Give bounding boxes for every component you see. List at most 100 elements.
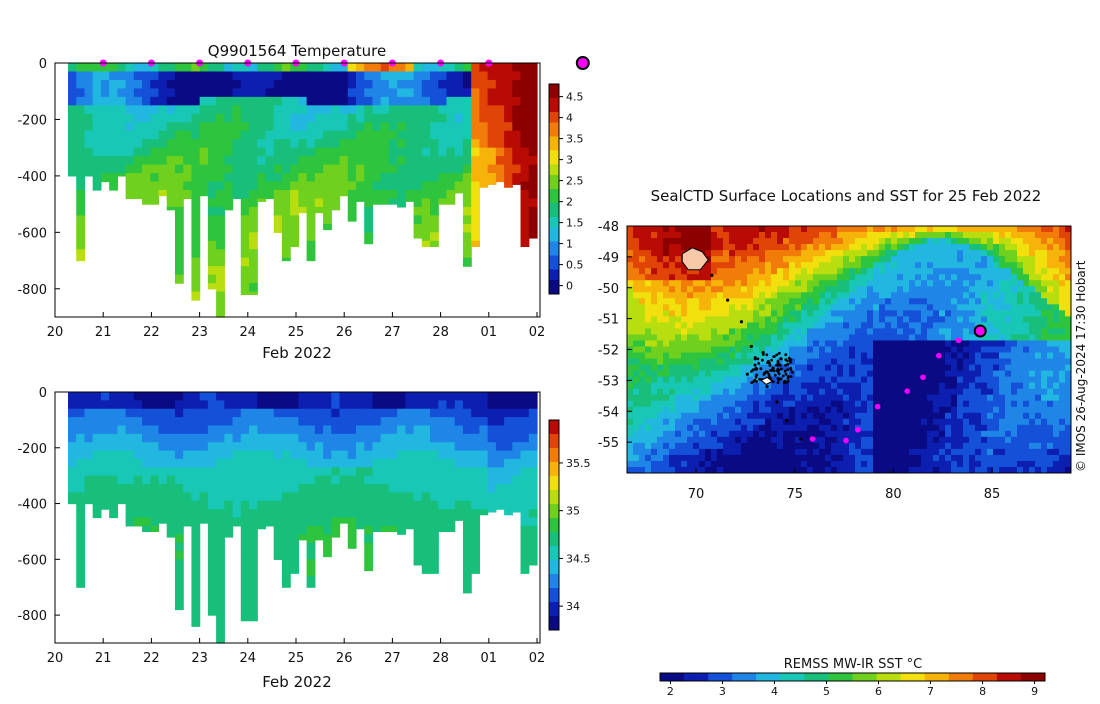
sst-cell (627, 353, 634, 360)
sst-cell (939, 268, 946, 275)
sst-cell (795, 226, 802, 233)
sst-cell (795, 256, 802, 263)
temperature-cell (175, 97, 184, 106)
temperature-cell (504, 122, 513, 131)
sst-cell (777, 268, 784, 275)
sst-cell (969, 274, 976, 281)
sst-cell (861, 328, 868, 335)
sst-cell (1017, 401, 1024, 408)
sst-cell (645, 274, 652, 281)
temperature-cell (257, 156, 266, 165)
salinity-cell (175, 392, 184, 401)
temperature-cell (150, 139, 159, 148)
temperature-cell (126, 148, 135, 157)
sst-cell (723, 268, 730, 275)
sst-cell (705, 238, 712, 245)
sst-cell (957, 262, 964, 269)
sst-cell (1053, 292, 1060, 299)
salinity-cell (364, 434, 373, 443)
temperature-cell (405, 190, 414, 199)
temperature-cell (134, 131, 143, 140)
sst-cell (759, 316, 766, 323)
salinity-cell (257, 400, 266, 409)
salinity-cell (200, 467, 209, 476)
temperature-cell (142, 139, 151, 148)
sst-cell (759, 250, 766, 257)
sst-cell (663, 328, 670, 335)
temperature-cell (356, 71, 365, 80)
sst-cell (657, 256, 664, 263)
temperature-cell (175, 190, 184, 199)
sst-cell (987, 346, 994, 353)
sst-cell (693, 407, 700, 414)
sst-cell (837, 365, 844, 372)
salinity-cell (274, 467, 283, 476)
salinity-cell (249, 417, 258, 426)
salinity-cell (76, 526, 85, 535)
sst-cell (801, 328, 808, 335)
sst-cell (1005, 371, 1012, 378)
temperature-cell (175, 232, 184, 241)
salinity-cell (512, 484, 521, 493)
salinity-cell (348, 501, 357, 510)
sst-cell (819, 292, 826, 299)
temperature-cell (109, 71, 118, 80)
temperature-cell (372, 105, 381, 114)
salinity-cell (512, 501, 521, 510)
sst-cell (837, 244, 844, 251)
sst-cell (807, 359, 814, 366)
sst-cell (999, 353, 1006, 360)
temperature-cell (422, 182, 431, 191)
salinity-cell (397, 417, 406, 426)
sst-cell (861, 292, 868, 299)
temperature-cell (216, 105, 225, 114)
sst-cell (765, 280, 772, 287)
sst-cell (891, 304, 898, 311)
colorbar-tick-label: 1 (566, 238, 573, 251)
sst-cell (759, 298, 766, 305)
sst-cell (945, 377, 952, 384)
sst-cell (657, 232, 664, 239)
sst-cell (747, 359, 754, 366)
sst-cell (921, 274, 928, 281)
salinity-cell (249, 618, 258, 621)
sst-cell (987, 244, 994, 251)
temperature-cell (529, 232, 538, 238)
sst-cell (681, 383, 688, 390)
sst-cell (1023, 262, 1030, 269)
salinity-cell (76, 509, 85, 518)
salinity-cell (249, 492, 258, 501)
temperature-cell (438, 190, 447, 199)
sst-cell (633, 383, 640, 390)
temperature-cell (241, 80, 250, 89)
temperature-cell (109, 114, 118, 123)
sst-cell (639, 226, 646, 233)
sst-cell (819, 298, 826, 305)
temperature-cell (348, 71, 357, 80)
sst-cell (1011, 407, 1018, 414)
temperature-cell (200, 80, 209, 89)
temperature-cell (529, 80, 538, 89)
temperature-cell (68, 71, 77, 80)
temperature-cell (422, 207, 431, 216)
salinity-cell (208, 409, 217, 418)
sst-cell (843, 413, 850, 420)
sst-cell (783, 280, 790, 287)
temperature-cell (233, 80, 242, 89)
sst-cell (897, 250, 904, 257)
sst-cell (861, 365, 868, 372)
sst-cell (831, 334, 838, 341)
salinity-cell (298, 509, 307, 518)
sst-cell (765, 292, 772, 299)
salinity-cell (126, 476, 135, 485)
temperature-cell (84, 97, 93, 106)
sst-cell (909, 286, 916, 293)
sst-cell (681, 310, 688, 317)
sst-cell (729, 292, 736, 299)
salinity-cell (455, 467, 464, 476)
sst-cell (897, 383, 904, 390)
salinity-cell (93, 451, 102, 460)
salinity-cell (191, 518, 200, 527)
sst-cell (753, 431, 760, 438)
salinity-cell (331, 526, 340, 535)
